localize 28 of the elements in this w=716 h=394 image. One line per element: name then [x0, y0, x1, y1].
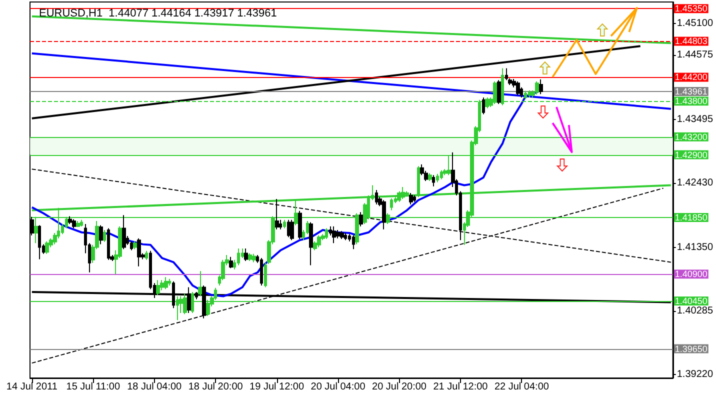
text: EURUSD,H1 1.44077 1.44164 1.43917 1.43961 — [39, 8, 277, 20]
ref-line-label: 1.43800 — [674, 96, 708, 106]
x-tick-label: 20 Jul 04:00 — [310, 382, 366, 392]
ref-line-label: 1.45350 — [674, 4, 708, 14]
y-tick-label: 1.45100 — [676, 18, 714, 29]
ref-line-label: 1.39650 — [674, 344, 708, 354]
x-tick-label: 14 Jul 2011 — [6, 382, 58, 392]
ref-line-label: 1.44803 — [674, 36, 708, 46]
y-tick-label: 1.39220 — [676, 368, 714, 380]
x-tick-label: 21 Jul 12:00 — [433, 382, 488, 392]
y-tick-label: 1.44575 — [676, 49, 714, 60]
ref-line-label: 1.40900 — [674, 269, 708, 280]
ref-line-label: 1.41850 — [674, 212, 708, 222]
x-tick-label: 15 Jul 11:00 — [66, 382, 120, 392]
y-tick-label: 1.43495 — [676, 114, 714, 125]
ref-line-label: 1.44200 — [674, 72, 708, 82]
x-tick-label: 18 Jul 20:00 — [188, 382, 244, 392]
ref-line-label: 1.42900 — [674, 150, 708, 160]
y-tick-label: 1.40285 — [676, 305, 714, 316]
y-tick-label: 1.42430 — [676, 177, 714, 188]
ref-line-label: 1.43200 — [674, 132, 708, 142]
ref-line-label: 1.43961 — [674, 86, 708, 96]
y-tick-label: 1.41350 — [676, 242, 714, 253]
x-tick-label: 18 Jul 04:00 — [127, 382, 182, 392]
x-tick-label: 20 Jul 20:00 — [372, 382, 427, 392]
x-tick-label: 22 Jul 04:00 — [494, 382, 550, 392]
ref-line-label: 1.40450 — [674, 296, 708, 306]
x-tick-label: 19 Jul 12:00 — [250, 382, 304, 392]
